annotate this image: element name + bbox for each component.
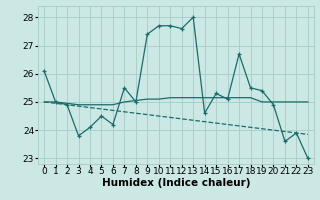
X-axis label: Humidex (Indice chaleur): Humidex (Indice chaleur) — [102, 178, 250, 188]
